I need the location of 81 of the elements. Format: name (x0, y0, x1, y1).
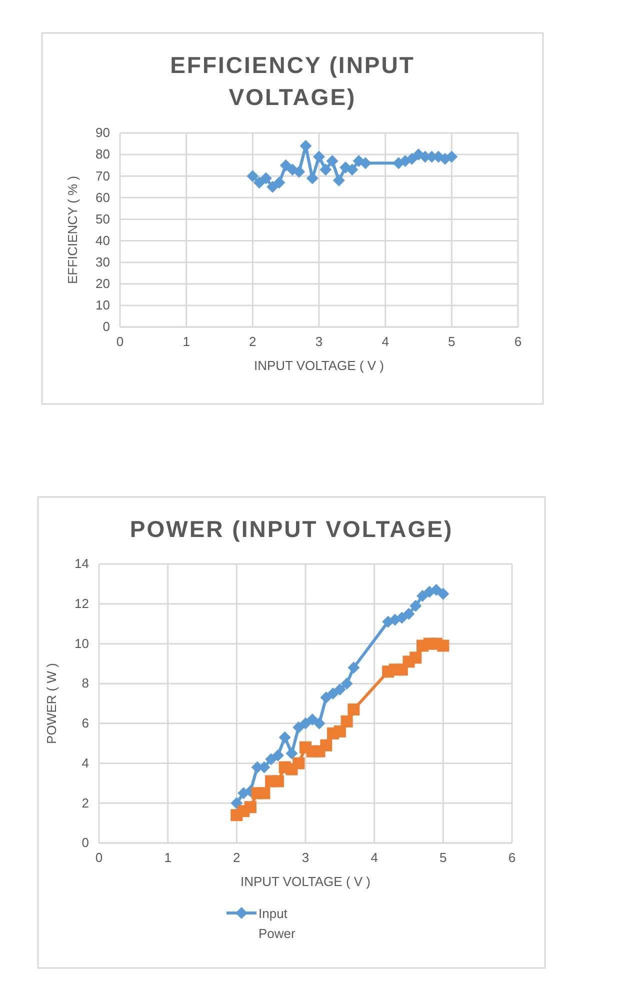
y-tick-label: 8 (82, 676, 89, 691)
point (230, 797, 243, 810)
y-tick-label: 10 (96, 298, 110, 313)
x-tick-label: 3 (315, 334, 323, 350)
point (410, 652, 422, 664)
point (266, 180, 279, 193)
x-tick-label: 1 (164, 850, 172, 866)
x-tick-label: 6 (514, 334, 522, 350)
y-tick-label: 6 (82, 716, 89, 731)
point (340, 715, 353, 728)
x-tick-label: 2 (233, 850, 240, 866)
point (260, 172, 272, 184)
point (292, 721, 305, 734)
y-axis-title: EFFICIENCY ( % ) (65, 176, 80, 284)
x-tick-label: 1 (182, 334, 190, 350)
point (292, 757, 305, 770)
point (280, 159, 292, 172)
point (272, 775, 284, 788)
y-tick-label: 50 (96, 211, 110, 226)
x-tick-label: 6 (508, 850, 516, 866)
x-tick-label: 3 (302, 850, 310, 866)
y-tick-label: 0 (102, 319, 110, 334)
point (348, 662, 360, 674)
point (320, 692, 332, 704)
point (410, 600, 422, 612)
x-tick-label: 4 (370, 850, 378, 866)
point (313, 717, 326, 730)
point (313, 150, 325, 163)
point (253, 176, 266, 189)
point (272, 749, 284, 762)
y-tick-label: 14 (74, 556, 89, 572)
point (265, 753, 278, 766)
point (286, 747, 298, 760)
x-tick-label: 2 (249, 334, 256, 350)
x-axis-title: INPUT VOLTAGE ( V ) (240, 874, 371, 889)
y-tick-label: 30 (96, 254, 110, 270)
point (402, 608, 415, 620)
y-tick-label: 12 (74, 596, 89, 612)
point (320, 739, 332, 752)
point (327, 688, 340, 700)
point (430, 584, 442, 596)
point (340, 678, 353, 690)
x-tick-label: 4 (382, 334, 389, 350)
y-axis-title: POWER ( W ) (44, 663, 59, 744)
point (437, 588, 450, 600)
y-tick-label: 40 (96, 232, 110, 248)
point (396, 612, 408, 624)
y-tick-label: 20 (96, 276, 110, 292)
point (334, 684, 346, 696)
point (306, 713, 318, 726)
point (258, 787, 270, 800)
point (244, 801, 256, 814)
point (246, 170, 259, 182)
point (300, 717, 312, 730)
x-tick-label: 5 (448, 334, 456, 350)
y-tick-label: 2 (82, 795, 89, 810)
point (446, 150, 458, 163)
y-tick-label: 0 (82, 835, 89, 850)
x-tick-label: 5 (440, 850, 447, 866)
y-tick-label: 4 (82, 755, 89, 770)
point (320, 164, 332, 176)
chart-title: POWER (INPUT VOLTAGE) (130, 516, 454, 542)
y-tick-label: 70 (96, 168, 110, 184)
point (326, 155, 338, 168)
point (346, 164, 358, 176)
legend-label: Input Power (258, 906, 296, 941)
y-tick-label: 80 (96, 146, 110, 162)
x-tick-label: 0 (116, 334, 124, 350)
x-axis-title: INPUT VOLTAGE ( V ) (254, 358, 384, 373)
point (437, 640, 450, 652)
y-tick-label: 90 (96, 125, 110, 140)
point (332, 174, 345, 186)
y-tick-label: 10 (74, 636, 89, 651)
chart-title: EFFICIENCY (INPUT VOLTAGE) (170, 52, 415, 110)
y-tick-label: 60 (96, 190, 110, 205)
point (416, 590, 429, 602)
point (293, 166, 306, 178)
point (278, 731, 291, 744)
point (334, 725, 346, 738)
point (348, 703, 360, 716)
point (273, 176, 286, 189)
